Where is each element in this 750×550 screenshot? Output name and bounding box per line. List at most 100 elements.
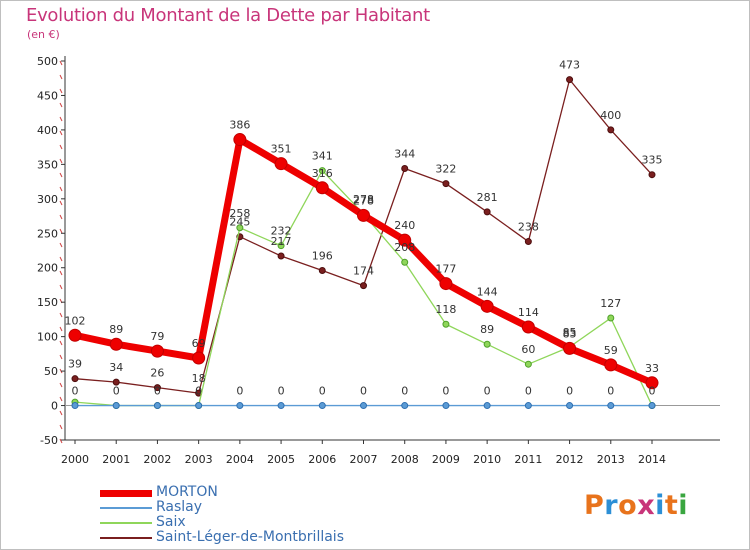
y-axis-dash bbox=[59, 382, 63, 388]
data-label-raslay: 0 bbox=[649, 385, 656, 398]
data-label-morton: 33 bbox=[645, 362, 659, 375]
y-axis-dash bbox=[59, 312, 63, 318]
data-point-morton bbox=[315, 181, 329, 195]
y-tick-label: 450 bbox=[37, 89, 58, 102]
logo-letter: i bbox=[678, 490, 689, 521]
data-label-morton: 102 bbox=[65, 314, 86, 327]
data-label-raslay: 0 bbox=[319, 385, 326, 398]
data-point-raslay bbox=[607, 402, 615, 410]
data-label-morton: 351 bbox=[271, 143, 292, 156]
data-label-saix: 278 bbox=[353, 193, 374, 206]
y-axis-dash bbox=[59, 144, 63, 150]
data-label-raslay: 0 bbox=[525, 385, 532, 398]
data-label-raslay: 0 bbox=[442, 385, 449, 398]
proxiti-logo: Proxiti bbox=[584, 490, 688, 521]
data-point-morton bbox=[109, 337, 123, 351]
data-label-morton: 240 bbox=[394, 219, 415, 232]
data-point-saix bbox=[318, 167, 326, 175]
data-label-saix: 89 bbox=[480, 323, 494, 336]
data-label-saint-l-ger-de-montbrillais: 344 bbox=[394, 147, 415, 160]
logo-letter: x bbox=[637, 490, 656, 521]
data-label-morton: 386 bbox=[229, 119, 250, 132]
x-tick-label: 2005 bbox=[267, 453, 295, 466]
legend-label: MORTON bbox=[156, 484, 218, 500]
data-label-saix: 118 bbox=[435, 303, 456, 316]
y-axis-dash bbox=[59, 214, 63, 220]
data-point-saint-l-ger-de-montbrillais bbox=[318, 266, 326, 274]
data-label-saint-l-ger-de-montbrillais: 196 bbox=[312, 249, 333, 262]
data-point-morton bbox=[563, 341, 577, 355]
data-point-morton bbox=[274, 157, 288, 171]
x-tick-label: 2004 bbox=[226, 453, 254, 466]
data-point-saix bbox=[236, 224, 244, 232]
data-label-saix: 232 bbox=[271, 225, 292, 238]
logo-letter: o bbox=[618, 490, 638, 521]
data-point-saix bbox=[442, 320, 450, 328]
data-label-saix: 258 bbox=[229, 207, 250, 220]
x-tick-label: 2009 bbox=[432, 453, 460, 466]
legend-label: Saix bbox=[156, 514, 186, 530]
data-label-saint-l-ger-de-montbrillais: 217 bbox=[271, 235, 292, 248]
data-label-raslay: 0 bbox=[566, 385, 573, 398]
data-point-saint-l-ger-de-montbrillais bbox=[524, 238, 532, 246]
logo-letter: r bbox=[604, 490, 619, 521]
data-point-raslay bbox=[195, 402, 203, 410]
y-axis-dash bbox=[59, 424, 63, 430]
data-point-raslay bbox=[360, 402, 367, 410]
y-tick-label: 50 bbox=[44, 365, 58, 378]
data-label-saint-l-ger-de-montbrillais: 174 bbox=[353, 265, 374, 278]
x-tick-label: 2000 bbox=[61, 453, 89, 466]
x-tick-label: 2010 bbox=[473, 453, 501, 466]
data-point-saint-l-ger-de-montbrillais bbox=[71, 375, 79, 383]
y-axis-dash bbox=[59, 102, 63, 108]
y-axis-dash bbox=[59, 256, 63, 262]
x-tick-label: 2003 bbox=[185, 453, 213, 466]
x-tick-label: 2001 bbox=[102, 453, 130, 466]
y-axis-dash bbox=[59, 354, 63, 360]
data-point-saix bbox=[401, 258, 409, 266]
chart-subtitle: (en €) bbox=[27, 28, 60, 41]
data-point-raslay bbox=[483, 402, 491, 410]
data-point-morton bbox=[439, 277, 453, 291]
data-point-saint-l-ger-de-montbrillais bbox=[360, 282, 367, 290]
data-label-saint-l-ger-de-montbrillais: 245 bbox=[229, 216, 250, 229]
data-label-saix: 341 bbox=[312, 150, 333, 163]
y-axis-dash bbox=[59, 396, 63, 402]
data-label-morton: 177 bbox=[435, 263, 456, 276]
data-point-raslay bbox=[277, 402, 285, 410]
y-tick-label: 300 bbox=[37, 193, 58, 206]
y-tick-label: 200 bbox=[37, 262, 58, 275]
series-morton bbox=[68, 133, 659, 390]
data-point-raslay bbox=[401, 402, 409, 410]
data-label-morton: 79 bbox=[150, 330, 164, 343]
series-saint-l-ger-de-montbrillais bbox=[71, 76, 656, 397]
data-label-raslay: 0 bbox=[72, 385, 79, 398]
series-raslay bbox=[71, 402, 656, 410]
y-tick-label: 350 bbox=[37, 158, 58, 171]
data-label-raslay: 0 bbox=[154, 385, 161, 398]
data-point-saint-l-ger-de-montbrillais bbox=[401, 164, 409, 172]
y-axis-dash bbox=[59, 242, 63, 248]
y-axis-dash bbox=[59, 74, 63, 80]
data-label-morton: 114 bbox=[518, 306, 539, 319]
data-point-morton bbox=[68, 328, 82, 342]
data-label-raslay: 0 bbox=[360, 385, 367, 398]
legend-swatch bbox=[100, 522, 152, 524]
data-label-raslay: 0 bbox=[484, 385, 491, 398]
y-tick-label: 500 bbox=[37, 55, 58, 68]
y-tick-label: 400 bbox=[37, 124, 58, 137]
data-point-saix bbox=[524, 360, 532, 368]
legend-swatch bbox=[100, 537, 152, 539]
data-label-raslay: 0 bbox=[195, 385, 202, 398]
y-axis-dash bbox=[59, 284, 63, 290]
legend-label: Raslay bbox=[156, 499, 203, 515]
data-label-raslay: 0 bbox=[113, 385, 120, 398]
data-label-saint-l-ger-de-montbrillais: 400 bbox=[600, 109, 621, 122]
y-axis-dash bbox=[59, 200, 63, 206]
y-axis-dash bbox=[59, 186, 63, 192]
data-point-saix bbox=[483, 340, 491, 348]
y-axis-dash bbox=[59, 116, 63, 122]
data-point-saint-l-ger-de-montbrillais bbox=[483, 208, 491, 216]
